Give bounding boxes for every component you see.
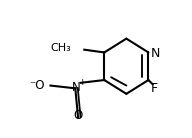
Text: +: + xyxy=(78,78,85,87)
Text: F: F xyxy=(151,82,158,95)
Text: N: N xyxy=(72,81,80,94)
Text: N: N xyxy=(151,47,160,60)
Text: O: O xyxy=(73,109,83,122)
Text: ⁻O: ⁻O xyxy=(29,79,45,92)
Text: CH₃: CH₃ xyxy=(50,43,71,53)
